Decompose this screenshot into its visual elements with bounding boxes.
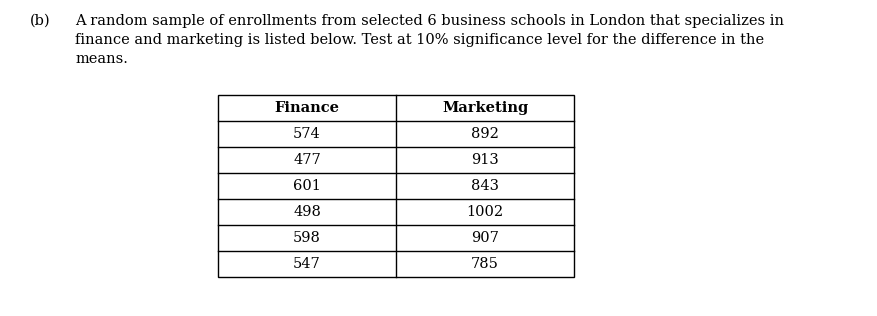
Text: 1002: 1002 bbox=[467, 205, 503, 219]
Text: (b): (b) bbox=[30, 14, 51, 28]
Text: 601: 601 bbox=[293, 179, 321, 193]
Text: 843: 843 bbox=[471, 179, 499, 193]
Text: 574: 574 bbox=[293, 127, 321, 141]
Text: 892: 892 bbox=[471, 127, 499, 141]
Text: Finance: Finance bbox=[275, 101, 339, 115]
Text: 598: 598 bbox=[293, 231, 321, 245]
Text: 913: 913 bbox=[471, 153, 499, 167]
Text: 547: 547 bbox=[293, 257, 321, 271]
Text: 907: 907 bbox=[471, 231, 499, 245]
Text: A random sample of enrollments from selected 6 business schools in London that s: A random sample of enrollments from sele… bbox=[75, 14, 784, 66]
Text: Marketing: Marketing bbox=[442, 101, 528, 115]
Bar bbox=[218, 95, 574, 277]
Text: 498: 498 bbox=[293, 205, 321, 219]
Text: 785: 785 bbox=[471, 257, 499, 271]
Text: 477: 477 bbox=[293, 153, 321, 167]
